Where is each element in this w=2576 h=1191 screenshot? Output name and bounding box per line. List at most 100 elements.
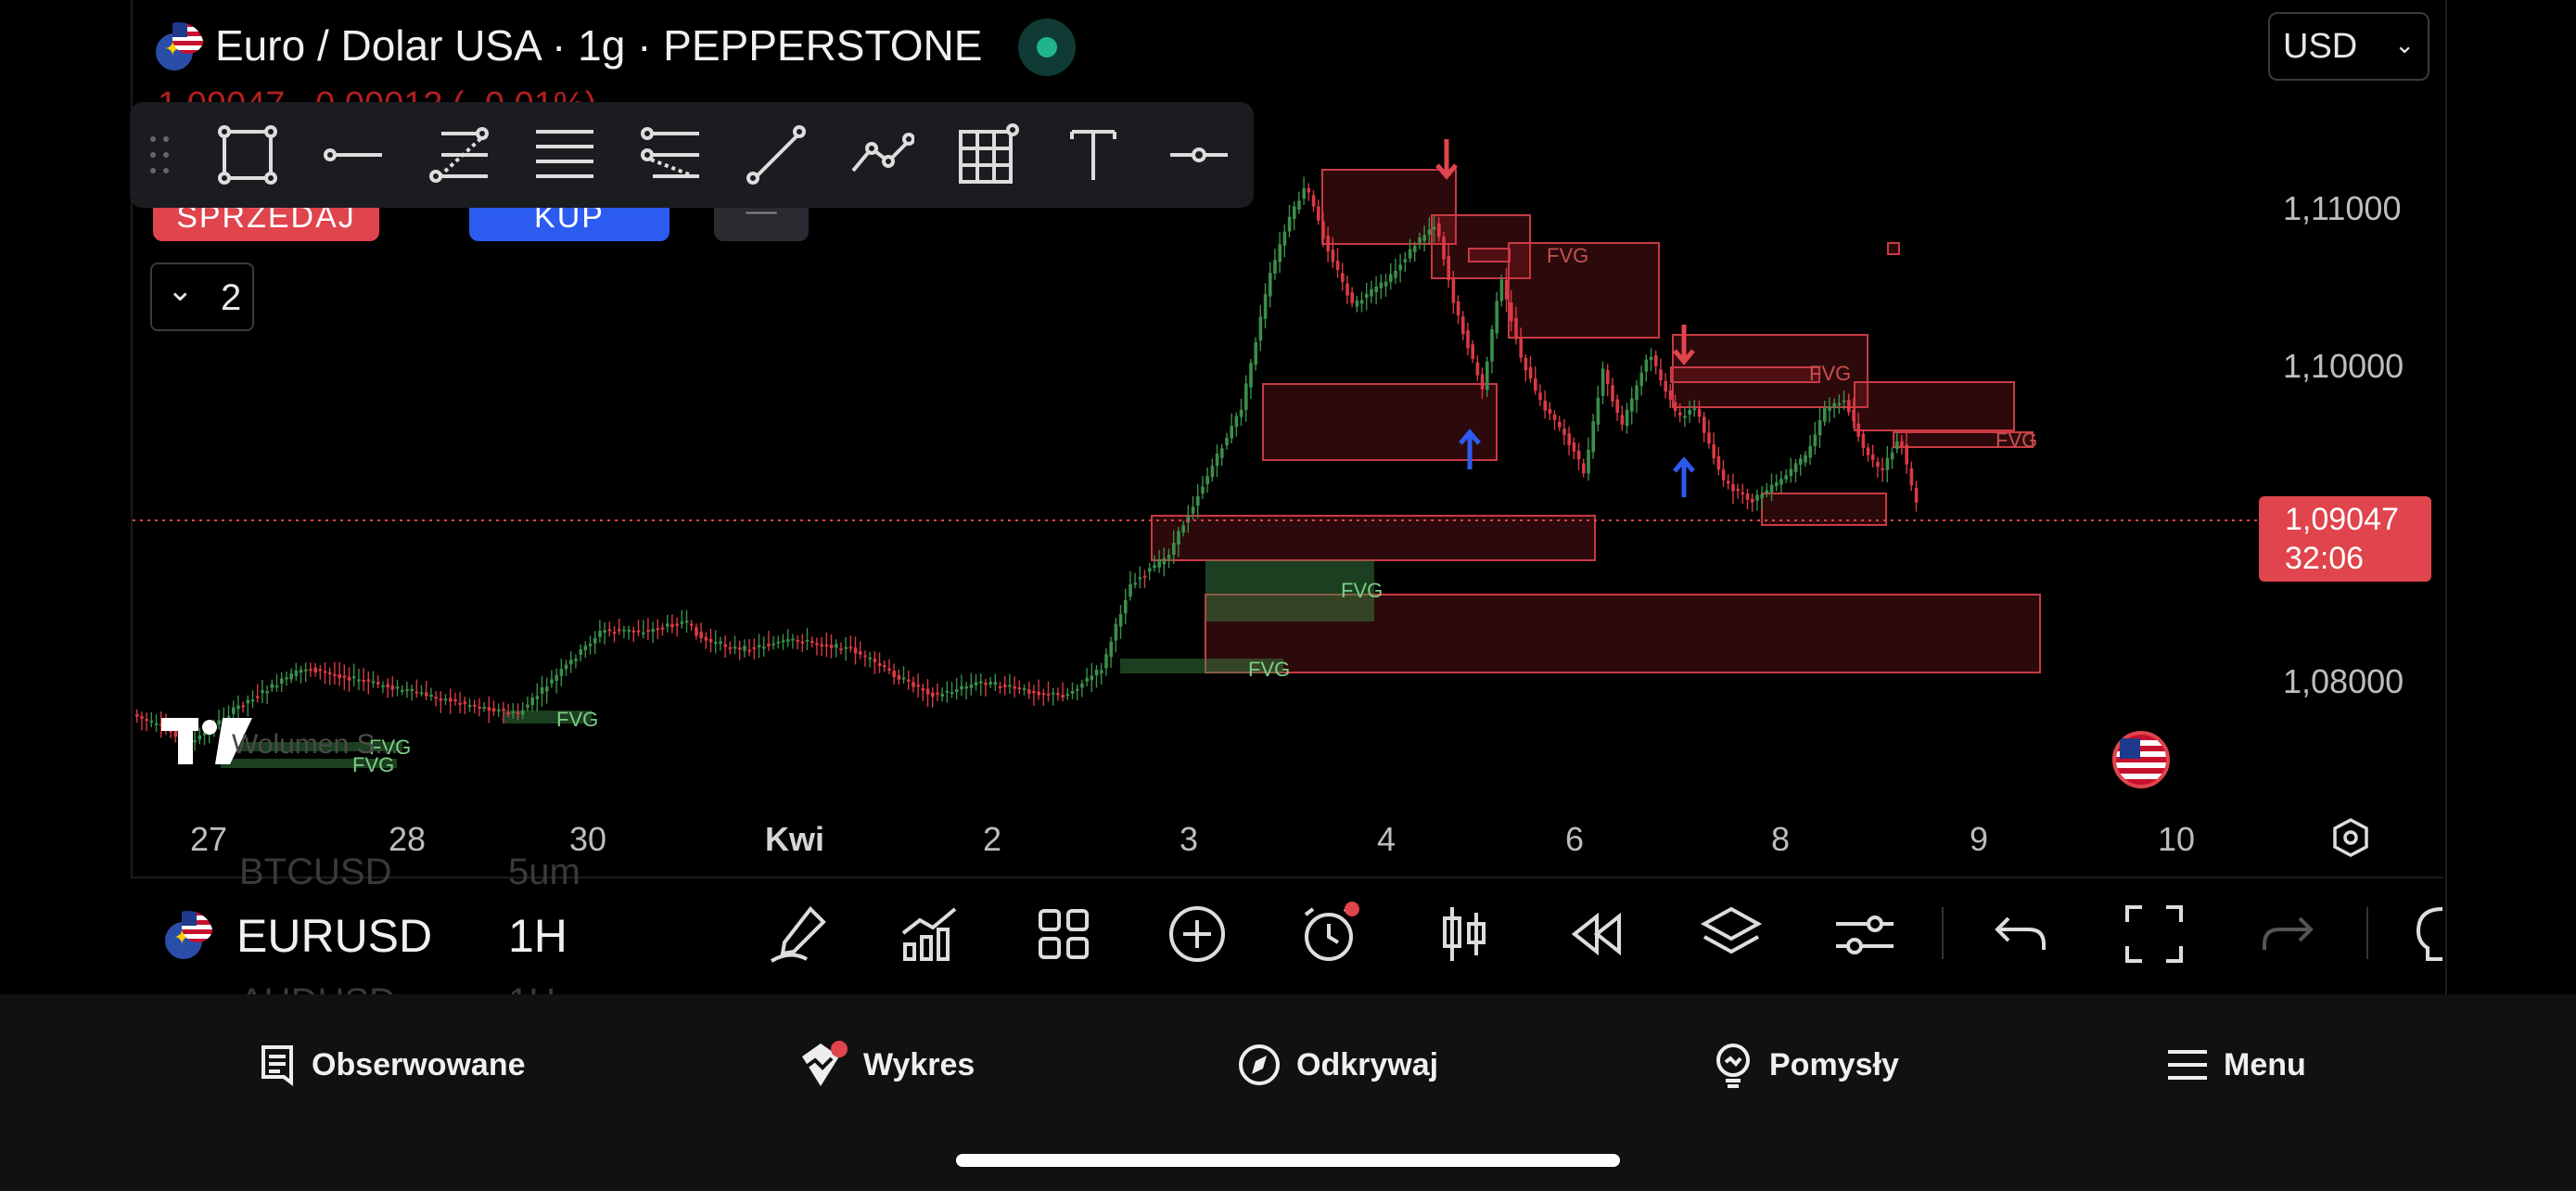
timeframe-selector[interactable]: 1H: [508, 910, 567, 962]
fvg-zone[interactable]: [1205, 594, 2041, 673]
chart-settings-icon[interactable]: [2327, 814, 2374, 861]
currency-select[interactable]: USD ⌄: [2268, 12, 2429, 81]
candle-body: [1345, 283, 1349, 296]
trend-line-icon[interactable]: [744, 122, 809, 187]
fvg-zone[interactable]: [221, 742, 402, 751]
candle-body: [1558, 421, 1562, 428]
fib-extension-icon[interactable]: [638, 122, 703, 187]
candle-body: [338, 674, 341, 679]
candle-body: [912, 682, 915, 687]
chevron-down-icon: ⌄: [167, 273, 194, 308]
candle-body: [526, 704, 529, 708]
fvg-zone[interactable]: [1508, 242, 1660, 339]
candle-body: [569, 660, 573, 665]
fvg-zone[interactable]: [1854, 381, 2015, 431]
alert-clock-icon[interactable]: [1296, 902, 1361, 967]
candle-body: [805, 639, 810, 642]
candle-body: [907, 679, 911, 682]
fvg-zone[interactable]: [1670, 366, 1820, 383]
replay-icon[interactable]: [1563, 902, 1628, 967]
nav-ideas[interactable]: Pomysły: [1712, 1037, 1899, 1093]
candle-body: [1041, 693, 1046, 696]
layers-count: 2: [221, 277, 242, 318]
candle-body: [955, 689, 959, 693]
candle-body: [280, 678, 284, 685]
candle-body: [1895, 441, 1899, 450]
candle-body: [1350, 292, 1354, 303]
tradingview-logo-icon: [161, 718, 252, 764]
fvg-zone[interactable]: [1262, 383, 1498, 461]
add-icon[interactable]: [1165, 902, 1230, 967]
candle-body: [1244, 383, 1248, 410]
time-axis-label: 2: [983, 820, 1002, 858]
symbol-title[interactable]: Euro / Dolar USA · 1g · PEPPERSTONE: [215, 21, 983, 70]
pen-icon[interactable]: [766, 902, 831, 967]
fvg-zone[interactable]: [221, 759, 397, 768]
nav-label: Pomysły: [1769, 1046, 1899, 1082]
layers-button[interactable]: ⌄ 2: [150, 263, 254, 331]
nav-chart[interactable]: Wykres: [795, 1037, 975, 1093]
candle-body: [491, 708, 496, 711]
redo-icon[interactable]: [2255, 902, 2320, 967]
us-event-marker-icon[interactable]: [2112, 731, 2170, 788]
nav-watchlist[interactable]: Obserwowane: [258, 1037, 526, 1093]
candle-body: [1355, 301, 1359, 307]
parallel-channel-icon[interactable]: [532, 122, 597, 187]
time-axis-label: 9: [1970, 820, 1989, 858]
fvg-zone[interactable]: [1893, 431, 2034, 448]
candle-body: [1466, 330, 1470, 349]
candle-body: [318, 669, 323, 672]
layout-grid-icon[interactable]: [1031, 902, 1096, 967]
drag-handle-icon[interactable]: [147, 134, 172, 176]
fvg-zone[interactable]: [1120, 659, 1283, 673]
candle-body: [535, 696, 540, 700]
grid-icon[interactable]: [955, 122, 1020, 187]
undo-icon[interactable]: [1988, 902, 2053, 967]
price-axis-label: 1,08000: [2283, 662, 2404, 700]
candle-body: [1736, 489, 1740, 492]
candle-body: [1620, 415, 1625, 425]
drawing-toolbar[interactable]: [130, 102, 1254, 208]
fib-retracement-icon[interactable]: [427, 122, 491, 187]
horizontal-ray-icon[interactable]: [1167, 122, 1231, 187]
rectangle-icon[interactable]: [215, 122, 280, 187]
fvg-zone[interactable]: [1205, 560, 1374, 621]
candle-body: [695, 627, 698, 636]
indicators-icon[interactable]: [898, 902, 963, 967]
lightbulb-icon[interactable]: [2405, 902, 2442, 967]
candle-body: [1765, 490, 1769, 493]
layers-icon[interactable]: [1699, 902, 1764, 967]
path-icon[interactable]: [849, 122, 914, 187]
market-status-icon[interactable]: [1018, 19, 1076, 76]
candle-body: [1181, 525, 1185, 533]
candle-body: [1056, 693, 1060, 696]
candle-body: [699, 632, 703, 638]
nav-explore[interactable]: Odkrywaj: [1237, 1037, 1438, 1093]
current-price-tag: 1,09047 32:06: [2259, 496, 2431, 582]
candle-body: [419, 692, 424, 695]
fvg-zone[interactable]: [503, 711, 592, 724]
fvg-zone[interactable]: [1151, 515, 1596, 561]
candle-body: [936, 692, 939, 695]
fullscreen-icon[interactable]: [2122, 902, 2187, 967]
horizontal-line-icon[interactable]: [321, 122, 386, 187]
candle-body: [651, 629, 655, 633]
fvg-label: FVG: [1248, 658, 1290, 681]
nav-menu[interactable]: Menu: [2166, 1037, 2306, 1093]
candle-body: [1861, 433, 1866, 448]
candle-body: [1538, 392, 1542, 401]
symbol-selector[interactable]: EURUSD: [236, 910, 433, 962]
candle-body: [1576, 450, 1581, 460]
candle-body: [767, 643, 771, 647]
settings-sliders-icon[interactable]: [1832, 902, 1897, 967]
fvg-zone[interactable]: [1468, 248, 1511, 263]
fvg-zone[interactable]: [1887, 242, 1900, 255]
fvg-zone[interactable]: [1672, 334, 1868, 408]
candle-body: [1070, 690, 1075, 694]
candle-body: [1225, 437, 1229, 446]
text-icon[interactable]: [1061, 122, 1126, 187]
candle-body: [733, 647, 737, 649]
candles-icon[interactable]: [1432, 902, 1497, 967]
candle-body: [1162, 557, 1167, 565]
